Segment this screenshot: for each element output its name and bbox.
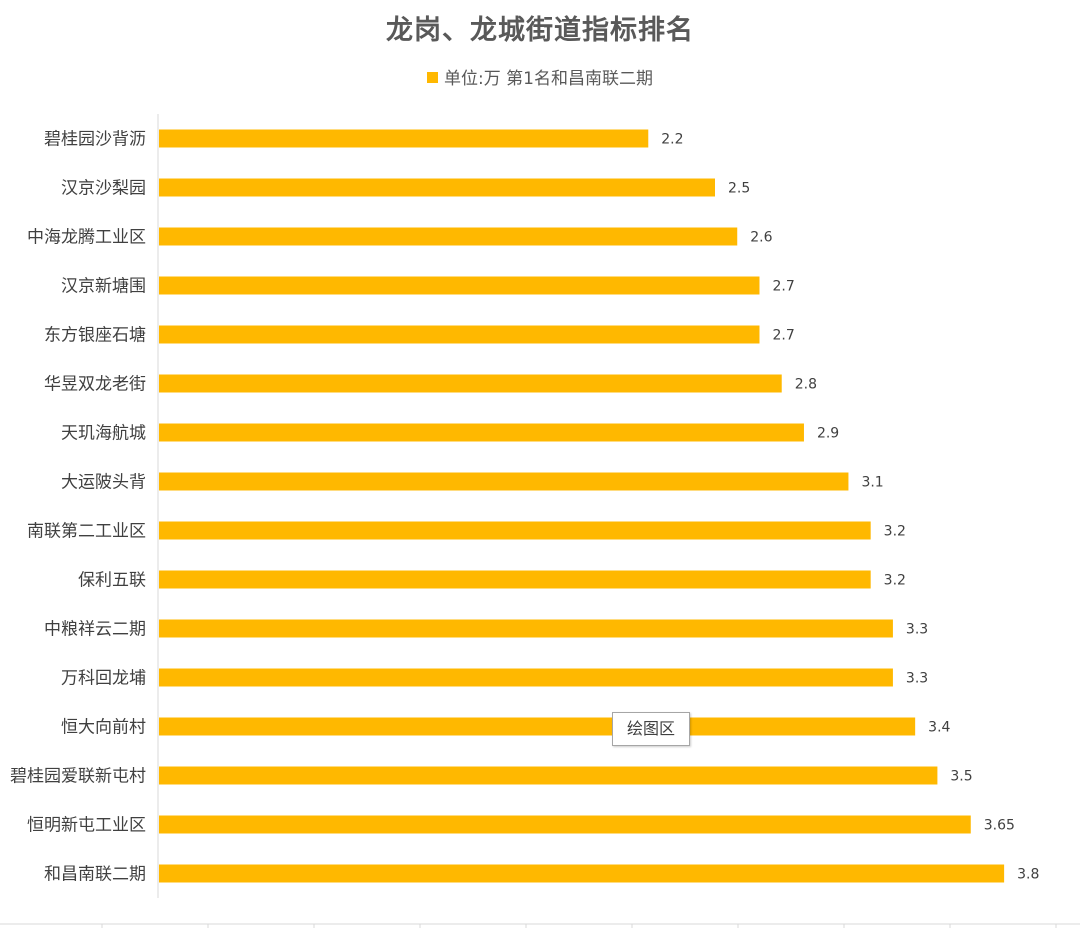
category-label: 汉京沙梨园 (61, 179, 146, 199)
bar[interactable] (159, 276, 760, 295)
data-label: 3.4 (928, 720, 950, 736)
bar[interactable] (159, 717, 916, 736)
category-label: 东方银座石塘 (44, 326, 146, 346)
category-label: 碧桂园爱联新屯村 (10, 767, 146, 787)
data-label: 2.2 (661, 132, 683, 148)
data-label: 3.3 (906, 671, 928, 687)
data-label: 2.8 (795, 377, 817, 393)
legend-swatch (427, 72, 439, 83)
category-label: 保利五联 (78, 571, 146, 591)
category-label: 天玑海航城 (61, 424, 146, 444)
category-label: 中海龙腾工业区 (27, 228, 146, 248)
bar[interactable] (159, 619, 893, 638)
data-label: 2.7 (772, 328, 794, 344)
data-label: 2.6 (750, 230, 772, 246)
bar[interactable] (159, 766, 938, 785)
data-label: 3.2 (884, 573, 906, 589)
data-label: 3.65 (984, 818, 1015, 834)
bar[interactable] (159, 423, 804, 442)
data-label: 3.3 (906, 622, 928, 638)
data-label: 2.5 (728, 181, 750, 197)
data-label: 2.9 (817, 426, 839, 442)
category-label: 万科回龙埔 (61, 669, 146, 689)
bar[interactable] (159, 129, 649, 148)
bar[interactable] (159, 472, 849, 491)
bar[interactable] (159, 374, 782, 393)
plot-area-tooltip: 绘图区 (612, 712, 690, 746)
bar[interactable] (159, 178, 715, 197)
data-label: 3.8 (1017, 867, 1039, 883)
bar[interactable] (159, 864, 1005, 883)
category-label: 汉京新塘围 (61, 277, 146, 297)
category-label: 南联第二工业区 (27, 522, 146, 542)
bar[interactable] (159, 521, 871, 540)
category-label: 中粮祥云二期 (44, 620, 146, 640)
bar[interactable] (159, 325, 760, 344)
data-label: 3.2 (884, 524, 906, 540)
category-label: 碧桂园沙背沥 (44, 130, 146, 150)
data-label: 2.7 (772, 279, 794, 295)
bar[interactable] (159, 227, 738, 246)
category-label: 和昌南联二期 (44, 865, 146, 885)
category-label: 恒明新屯工业区 (27, 816, 146, 836)
bar[interactable] (159, 668, 893, 687)
data-label: 3.1 (861, 475, 883, 491)
legend-label: 单位:万 第1名和昌南联二期 (444, 69, 653, 89)
category-label: 华昱双龙老街 (44, 375, 146, 395)
bar[interactable] (159, 570, 871, 589)
chart-title: 龙岗、龙城街道指标排名 (386, 15, 694, 46)
data-label: 3.5 (950, 769, 972, 785)
category-label: 大运陂头背 (61, 473, 146, 493)
bar[interactable] (159, 815, 971, 834)
chart-legend[interactable]: 单位:万 第1名和昌南联二期 (0, 64, 1080, 89)
category-label: 恒大向前村 (61, 718, 146, 738)
